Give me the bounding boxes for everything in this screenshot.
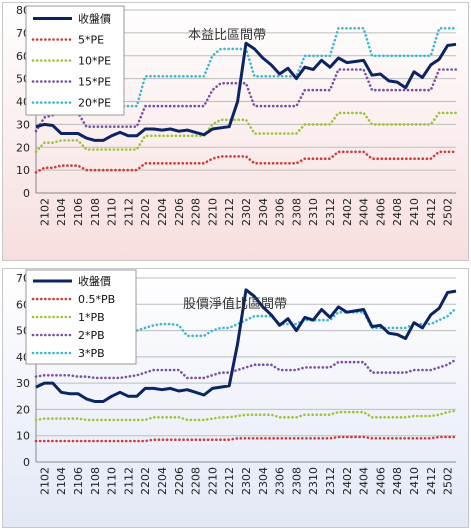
y-tick-label: 30 <box>16 377 30 390</box>
x-tick-label: 2404 <box>358 198 371 226</box>
x-tick-label: 2302 <box>240 467 253 495</box>
series-line-3 <box>34 68 458 133</box>
series-lines <box>34 26 458 174</box>
x-tick-label: 2106 <box>72 467 85 495</box>
x-tick-label: 2208 <box>190 198 203 226</box>
x-tick-label: 2112 <box>122 467 135 495</box>
legend: 收盤價 0.5*PB 1*PB 2*PB 3*PB <box>25 269 137 365</box>
legend-label: 2*PB <box>78 329 105 342</box>
x-tick-label: 2206 <box>173 198 186 226</box>
series-line-1 <box>34 150 458 174</box>
x-tick-label: 2502 <box>442 467 455 495</box>
x-tick-label: 2106 <box>72 198 85 226</box>
x-tick-label: 2204 <box>156 198 169 226</box>
legend-label: 20*PE <box>78 97 111 110</box>
series-line-2 <box>34 111 458 154</box>
x-tick-label: 2306 <box>274 198 287 226</box>
legend-label: 0.5*PB <box>78 293 115 306</box>
chart-title: 股價淨值比區間帶 <box>183 296 287 312</box>
x-tick-label: 2402 <box>341 198 354 226</box>
x-tick-label: 2312 <box>324 467 337 495</box>
y-tick-label: 10 <box>16 430 30 443</box>
x-tick-label: 2406 <box>374 198 387 226</box>
series-line-3 <box>34 358 458 380</box>
legend-label: 10*PE <box>78 55 111 68</box>
legend-label: 5*PE <box>78 34 104 47</box>
series-line-2 <box>34 409 458 422</box>
x-tick-label: 2308 <box>290 467 303 495</box>
x-tick-label: 2412 <box>425 198 438 226</box>
x-tick-label: 2102 <box>38 467 51 495</box>
x-axis-ticks: 2102 2104 2106 2108 2110 2112 2202 2204 2206 2208… <box>38 467 454 495</box>
x-tick-label: 2110 <box>106 467 119 495</box>
legend-label: 1*PB <box>78 311 105 324</box>
x-tick-label: 2302 <box>240 198 253 226</box>
series-line-0 <box>35 288 457 403</box>
y-tick-label: 0 <box>23 456 30 469</box>
x-tick-label: 2108 <box>89 467 102 495</box>
x-tick-label: 2312 <box>324 198 337 226</box>
x-tick-label: 2310 <box>307 198 320 226</box>
series-line-0 <box>35 41 457 142</box>
x-tick-label: 2210 <box>206 467 219 495</box>
x-tick-label: 2108 <box>89 198 102 226</box>
x-tick-label: 2310 <box>307 467 320 495</box>
x-tick-label: 2212 <box>223 198 236 226</box>
legend-label: 收盤價 <box>78 12 111 26</box>
x-axis-ticks: 2102 2104 2106 2108 2110 2112 2202 2204 2206 2208… <box>38 198 454 226</box>
x-tick-label: 2406 <box>374 467 387 495</box>
legend-label: 收盤價 <box>78 274 111 288</box>
pe-band-chart: 0 10 20 30 40 50 60 70 80 2102 2104 2106 2108 2110 21… <box>2 2 469 261</box>
x-tick-label: 2206 <box>173 467 186 495</box>
y-tick-label: 0 <box>23 187 30 200</box>
x-tick-label: 2408 <box>391 467 404 495</box>
x-tick-label: 2408 <box>391 198 404 226</box>
x-tick-label: 2210 <box>206 198 219 226</box>
x-tick-label: 2308 <box>290 198 303 226</box>
x-tick-label: 2102 <box>38 198 51 226</box>
x-tick-label: 2112 <box>122 198 135 226</box>
y-tick-label: 30 <box>16 118 30 131</box>
legend-label: 3*PB <box>78 347 105 360</box>
x-tick-label: 2410 <box>408 198 421 226</box>
x-tick-label: 2202 <box>139 198 152 226</box>
x-tick-label: 2110 <box>106 198 119 226</box>
x-tick-label: 2304 <box>257 467 270 495</box>
x-tick-label: 2502 <box>442 198 455 226</box>
x-tick-label: 2202 <box>139 467 152 495</box>
x-tick-label: 2306 <box>274 467 287 495</box>
y-tick-label: 20 <box>16 403 30 416</box>
x-tick-label: 2404 <box>358 467 371 495</box>
pb-band-chart: 0 10 20 30 40 50 60 70 2102 2104 2106 2108 2110 2112… <box>2 268 469 528</box>
y-tick-label: 20 <box>16 141 30 154</box>
x-tick-label: 2304 <box>257 198 270 226</box>
x-tick-label: 2412 <box>425 467 438 495</box>
chart-title: 本益比區間帶 <box>188 28 266 43</box>
x-tick-label: 2104 <box>55 198 68 226</box>
legend: 收盤價 5*PE 10*PE 15*PE 20*PE <box>25 5 125 116</box>
series-line-1 <box>34 435 458 443</box>
x-tick-label: 2410 <box>408 467 421 495</box>
x-tick-label: 2204 <box>156 467 169 495</box>
y-tick-label: 10 <box>16 164 30 177</box>
x-tick-label: 2208 <box>190 467 203 495</box>
legend-label: 15*PE <box>78 76 111 89</box>
x-tick-label: 2212 <box>223 467 236 495</box>
x-tick-label: 2104 <box>55 467 68 495</box>
x-tick-label: 2402 <box>341 467 354 495</box>
